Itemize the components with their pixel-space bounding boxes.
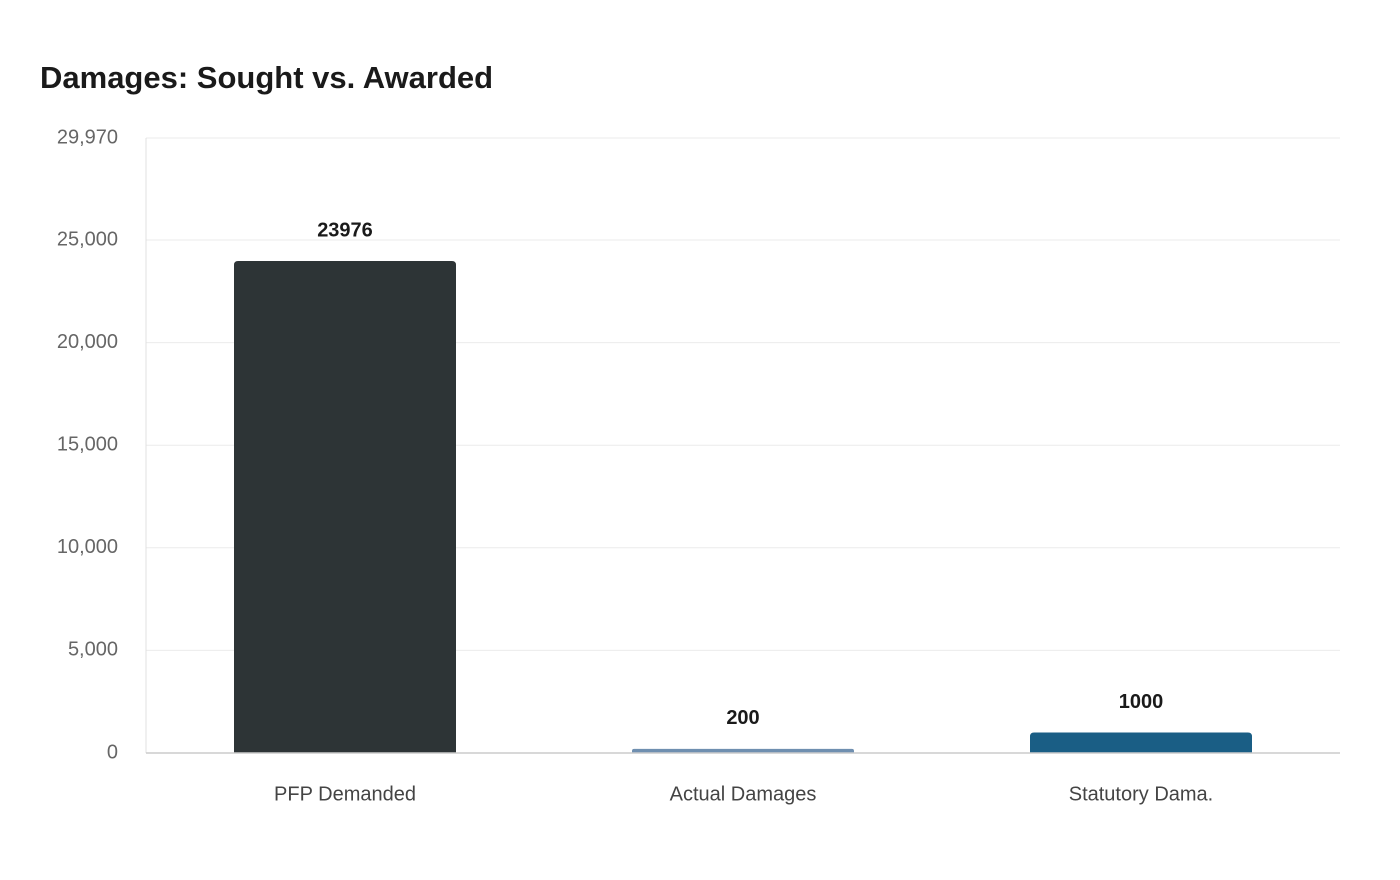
value-label: 1000 xyxy=(1119,691,1164,713)
x-tick-label: PFP Demanded xyxy=(274,783,416,805)
y-tick-label: 25,000 xyxy=(57,228,118,250)
chart-title: Damages: Sought vs. Awarded xyxy=(40,60,493,95)
y-tick-label: 5,000 xyxy=(68,639,118,661)
bar xyxy=(234,261,456,753)
value-label: 200 xyxy=(726,707,759,729)
value-label: 23976 xyxy=(317,219,373,241)
bar xyxy=(632,748,854,753)
x-tick-label: Statutory Dama. xyxy=(1069,783,1214,805)
x-tick-label: Actual Damages xyxy=(670,783,817,805)
y-tick-label: 29,970 xyxy=(57,126,118,148)
y-tick-label: 20,000 xyxy=(57,331,118,353)
bar xyxy=(1030,732,1252,753)
y-tick-label: 15,000 xyxy=(57,433,118,455)
y-tick-label: 10,000 xyxy=(57,536,118,558)
y-tick-label: 0 xyxy=(107,741,118,763)
